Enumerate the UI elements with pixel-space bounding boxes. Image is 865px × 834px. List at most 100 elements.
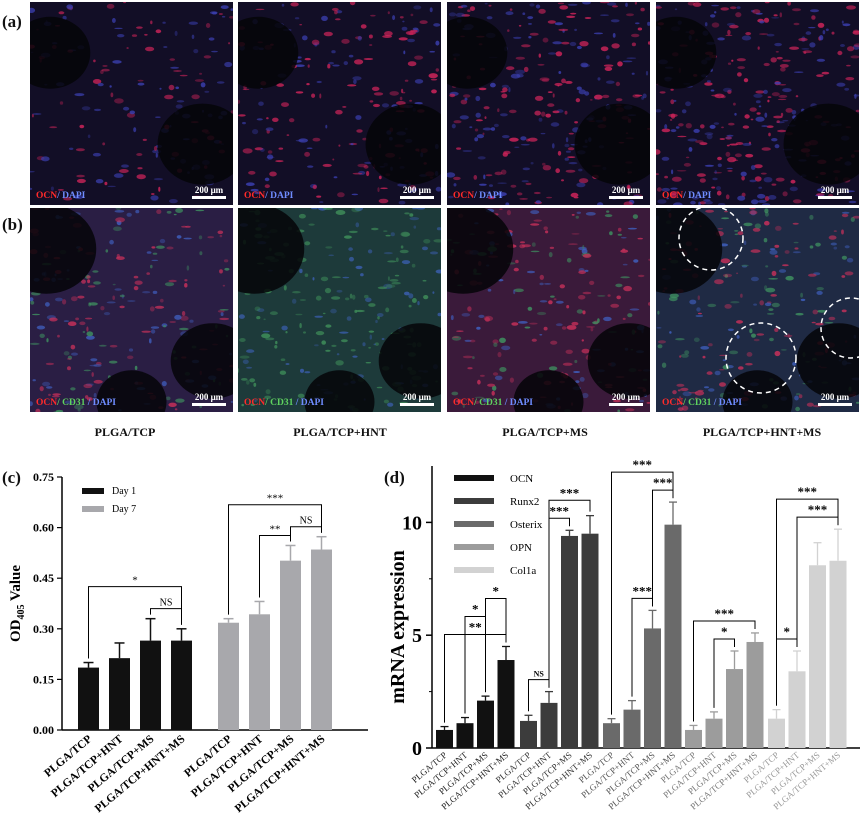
micrograph-a-4: OCN/ DAPI 200 μm [656,2,859,205]
group-label: PLGA/TCP+MS [502,425,588,439]
y-tick-label: 0.75 [33,470,54,484]
micrograph-b-4: OCN/ CD31 / DAPI 200 μm [656,208,859,412]
significance-bracket [611,471,674,715]
legend-swatch [82,506,104,512]
significance-bracket [693,620,756,722]
significance-label: ** [270,523,281,535]
bar [829,560,847,748]
micrograph-a-2: OCN/ DAPI 200 μm [238,2,441,205]
significance-label: * [784,624,791,639]
significance-label: * [472,601,479,616]
legend-swatch [454,521,494,527]
significance-label: ** [469,619,482,634]
group-label: PLGA/TCP+HNT [293,425,387,439]
bar [497,660,515,748]
bar [520,720,537,748]
significance-bracket [444,633,507,723]
significance-label: NS [160,598,173,609]
bar [311,549,332,730]
bar [664,524,682,748]
bar [249,614,270,730]
bar [788,671,806,748]
y-axis-label: OD405 Value [8,565,27,642]
micrograph-b-3: OCN/ CD31 / DAPI 200 μm [447,208,650,412]
significance-label: *** [653,475,673,490]
bar [644,628,661,748]
bar [603,723,620,748]
significance-bracket [776,498,839,706]
significance-label: NS [534,670,545,679]
significance-label: *** [550,503,570,518]
legend-label: Osterix [510,519,543,531]
bar [540,702,558,748]
panel-label-c: (c) [2,468,21,487]
y-tick-label: 10 [402,512,422,534]
significance-bracket [88,586,182,659]
bar [109,658,130,730]
bar [726,669,743,748]
y-tick-label: 0 [412,738,422,760]
significance-bracket [150,608,182,625]
legend-swatch [454,567,494,573]
significance-bracket [228,504,322,615]
bar [171,640,192,730]
significance-bracket [548,499,591,688]
stain-label: OCN/ DAPI [36,191,86,201]
scale-bar: 200 μm [818,185,852,199]
highlight-circle [678,208,744,271]
scale-bar: 200 μm [192,392,226,406]
significance-label: *** [633,583,653,598]
significance-label: *** [808,502,828,517]
bar [436,729,453,748]
stain-label: OCN/ CD31 / DAPI [453,398,533,408]
scale-bar: 200 μm [400,392,434,406]
group-label: PLGA/TCP [94,425,156,439]
scale-bar: 200 μm [609,185,643,199]
bar [280,560,301,730]
bar [140,640,161,730]
y-axis-label: mRNA expression [387,550,409,704]
bar [456,723,474,748]
scale-bar: 200 μm [818,392,852,406]
bar [581,533,599,748]
legend-swatch [454,475,494,481]
highlight-circle [725,322,797,394]
stain-label: OCN/ CD31 / DAPI [662,398,742,408]
y-tick-label: 0.00 [33,723,54,737]
highlight-circle [820,297,859,359]
micrograph-a-3: OCN/ DAPI 200 μm [447,2,650,205]
legend-label: Day 1 [112,486,136,497]
y-tick-label: 0.30 [33,622,54,636]
significance-bracket [290,526,322,542]
significance-label: * [132,575,138,587]
bar [685,729,702,748]
stain-label: OCN/ DAPI [244,191,294,201]
bar [561,535,578,748]
panel-label-b: (b) [2,215,23,234]
bar [623,709,641,748]
significance-label: * [721,624,728,639]
legend-swatch [82,488,104,494]
y-tick-label: 0.60 [33,521,54,535]
significance-label: *** [633,460,653,472]
significance-bracket [485,597,507,693]
legend-label: Col1a [510,565,536,577]
significance-label: *** [267,493,284,505]
stain-label: OCN/ DAPI [662,191,712,201]
scale-bar: 200 μm [192,185,226,199]
micrograph-b-2: OCN/ CD31 / DAPI 200 μm [238,208,441,412]
y-tick-label: 0.45 [33,571,54,585]
bar [746,641,764,748]
legend-label: OCN [510,473,533,485]
significance-label: NS [300,516,313,527]
micrograph-b-1: OCN/ CD31 / DAPI 200 μm [30,208,233,412]
significance-label: * [493,583,500,598]
bar [705,718,723,748]
bar [477,700,494,748]
stain-label: OCN/ CD31 / DAPI [36,398,116,408]
stain-label: OCN/ DAPI [453,191,503,201]
group-label: PLGA/TCP+HNT+MS [702,425,822,439]
y-tick-label: 0.15 [33,672,54,686]
